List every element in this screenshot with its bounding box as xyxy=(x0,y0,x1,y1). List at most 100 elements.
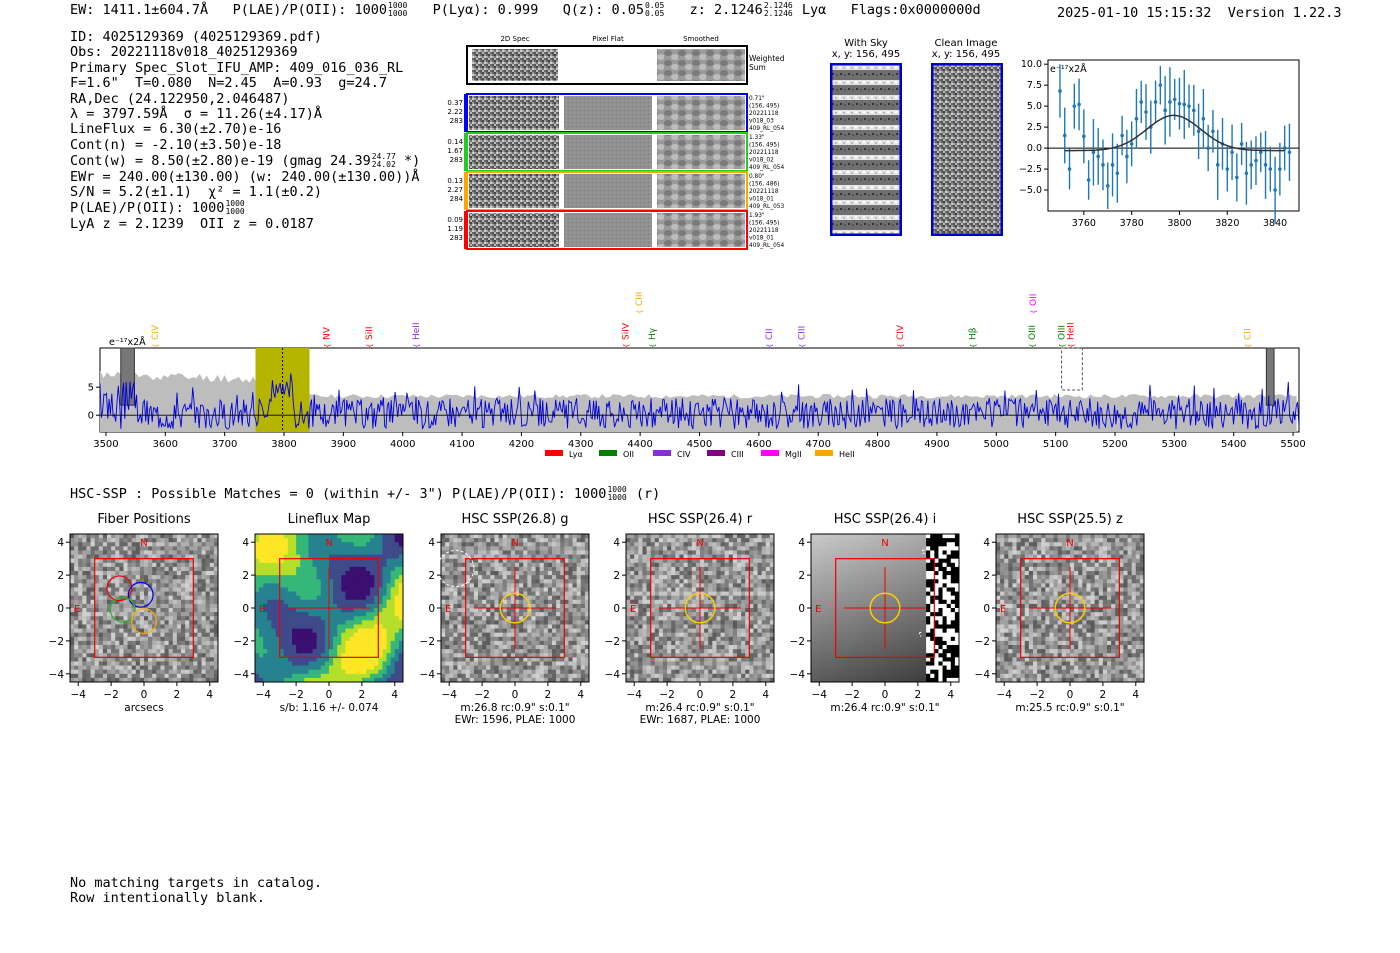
panel-x-tick-label: 2 xyxy=(174,689,181,701)
zoom-data-point xyxy=(1211,129,1215,134)
panel-y-tick-label: −2 xyxy=(420,636,435,648)
zoom-data-point xyxy=(1096,154,1100,159)
zoom-data-point xyxy=(1273,188,1277,192)
info-id: ID: 4025129369 (4025129369.pdf) xyxy=(70,29,322,45)
cutout-right-stat: 20221118 xyxy=(749,111,779,117)
cutout-right-stat: v018_02 xyxy=(749,158,774,164)
cutout-left-stat: 283 xyxy=(450,234,463,242)
zoom-data-point xyxy=(1187,104,1191,108)
line-label: HeII xyxy=(1066,322,1076,340)
panel-x-tick-label: 2 xyxy=(359,689,366,701)
cutout-right-stat: v018_03 xyxy=(749,119,774,125)
cutout-left-stat: 0.09 xyxy=(447,216,463,224)
zoom-data-point xyxy=(1168,100,1172,104)
cutout-right-stat: 20221118 xyxy=(749,150,779,156)
zoom-data-point xyxy=(1115,171,1120,176)
line-label: Hβ xyxy=(969,327,979,340)
panel-y-tick-label: 2 xyxy=(242,570,249,582)
zoom-data-point xyxy=(1182,102,1187,107)
panel-x-tick-label: −2 xyxy=(659,689,674,701)
header-qz-range: 0.05 0.05 xyxy=(645,1,665,18)
spectrum-x-tick-label: 3800 xyxy=(271,439,296,450)
cutout-right-stat: 1.33" xyxy=(749,135,765,141)
info-contw: Cont(w) = 8.50(±2.80)e-19 (gmag 24.39 24.… xyxy=(70,152,421,170)
zoom-data-point xyxy=(1125,154,1129,159)
cutout-right-stat: (156, 486) xyxy=(749,182,779,188)
cutout-pixelflat xyxy=(564,135,652,169)
cutout-left-stat: 1.67 xyxy=(447,147,463,155)
zoom-data-point xyxy=(1249,163,1253,167)
zoom-x-tick-label: 3760 xyxy=(1072,218,1096,229)
panel-x-tick-label: 4 xyxy=(1132,689,1139,701)
panel-caption-2: EWr: 1687, PLAE: 1000 xyxy=(640,714,761,726)
zoom-y-tick-label: 0.0 xyxy=(1027,143,1042,154)
header-flags: Flags:0x0000000d xyxy=(850,2,981,18)
spectrum-x-tick-label: 3900 xyxy=(331,439,356,450)
fiber-circle xyxy=(109,596,136,623)
panel-y-tick-label: 0 xyxy=(798,603,805,615)
search-box xyxy=(650,558,750,658)
spectrum-x-tick-label: 5200 xyxy=(1102,439,1127,450)
header-plae-range: 1000 1000 xyxy=(388,1,408,18)
panel-x-tick-label: −2 xyxy=(844,689,859,701)
panel-image xyxy=(811,534,960,683)
panel-y-tick-label: 0 xyxy=(428,603,435,615)
clean-image-title: Clean Image x, y: 156, 495 xyxy=(931,38,1001,60)
zoom-data-point xyxy=(1067,167,1072,171)
cutout-row-marker xyxy=(464,94,467,132)
cutout-pixelflat xyxy=(564,174,652,208)
line-label-bracket: { xyxy=(1244,344,1252,348)
panel-y-tick-label: −4 xyxy=(420,669,436,681)
panel-y-tick-label: 0 xyxy=(613,603,620,615)
zoom-line-chart: e⁻¹⁷x2Å 3760 3780 3800 3820 3840 10.0 7.5 5.0 2.… xyxy=(1019,59,1300,229)
east-label: E xyxy=(445,604,451,615)
imaging-panels: Fiber Positions N E 4 2 0 −2 −4 −4 −2 0 2 4 arcsecs Li… xyxy=(0,510,1400,726)
panel-title: HSC SSP(26.8) g xyxy=(461,512,569,527)
panel-y-tick-label: 4 xyxy=(242,537,249,549)
panel-y-tick-label: 4 xyxy=(983,537,990,549)
cutout-left-stat: 284 xyxy=(450,195,464,203)
spectrum-x-tick-label: 4500 xyxy=(687,439,712,450)
zoom-y-tick-label: 7.5 xyxy=(1027,80,1042,91)
legend-swatch xyxy=(653,450,671,456)
line-label: CIV xyxy=(896,324,906,340)
image-panel: N E 4 2 0 −2 −4 −4 −2 0 2 4 s/b: 1.16 +/- 0.074 xyxy=(234,533,404,714)
panel-image xyxy=(255,534,404,683)
header-plya: P(Lyα): 0.999 xyxy=(432,2,539,18)
info-ewr: EWr = 240.00(±130.00) (w: 240.00(±130.00… xyxy=(70,168,420,185)
search-box xyxy=(465,558,565,658)
col-label-pixelflat: Pixel Flat xyxy=(592,35,624,43)
line-label: NV xyxy=(323,326,333,340)
cutout-left-stat: 0.14 xyxy=(447,138,463,146)
image-panel: N E 4 2 0 −2 −4 −4 −2 0 2 4 m:26.4 rc:0.9" s:0.1" xyxy=(790,533,960,714)
zoom-data-point xyxy=(1225,167,1230,171)
panel-caption-2: EWr: 1596, PLAE: 1000 xyxy=(455,714,576,726)
zoom-data-point xyxy=(1163,108,1167,113)
cutout-smoothed xyxy=(657,96,745,130)
panel-x-tick-label: 0 xyxy=(1067,689,1074,701)
spectrum-x-tick-label: 4100 xyxy=(449,439,474,450)
cutout-2dspec xyxy=(469,213,559,247)
panel-y-tick-label: 4 xyxy=(798,537,805,549)
panel-y-tick-label: 2 xyxy=(798,570,805,582)
legend-label: CIV xyxy=(677,450,691,459)
footer-note: No matching targets in catalog. Row inten… xyxy=(70,875,322,907)
panel-y-tick-label: −4 xyxy=(605,669,621,681)
north-label: N xyxy=(511,538,518,549)
panel-title: Lineflux Map xyxy=(287,512,371,527)
masked-region xyxy=(120,347,135,406)
panel-y-tick-label: 2 xyxy=(983,570,990,582)
panel-x-tick-label: 0 xyxy=(326,689,333,701)
zoom-data-point xyxy=(1201,116,1206,121)
weighted-sum-2dspec xyxy=(472,49,558,81)
panel-x-tick-label: −2 xyxy=(103,689,118,701)
spectrum-x-tick-label: 4700 xyxy=(805,439,830,450)
cutout-right-stat: 20221118 xyxy=(749,228,779,234)
zoom-data-point xyxy=(1101,163,1105,167)
cutout-pixelflat xyxy=(564,213,652,247)
legend-label: MgII xyxy=(785,450,802,459)
clean-image xyxy=(931,63,1003,236)
weighted-sum-smoothed xyxy=(657,49,745,81)
zoom-data-point xyxy=(1072,104,1077,108)
with-sky-image xyxy=(830,63,902,236)
